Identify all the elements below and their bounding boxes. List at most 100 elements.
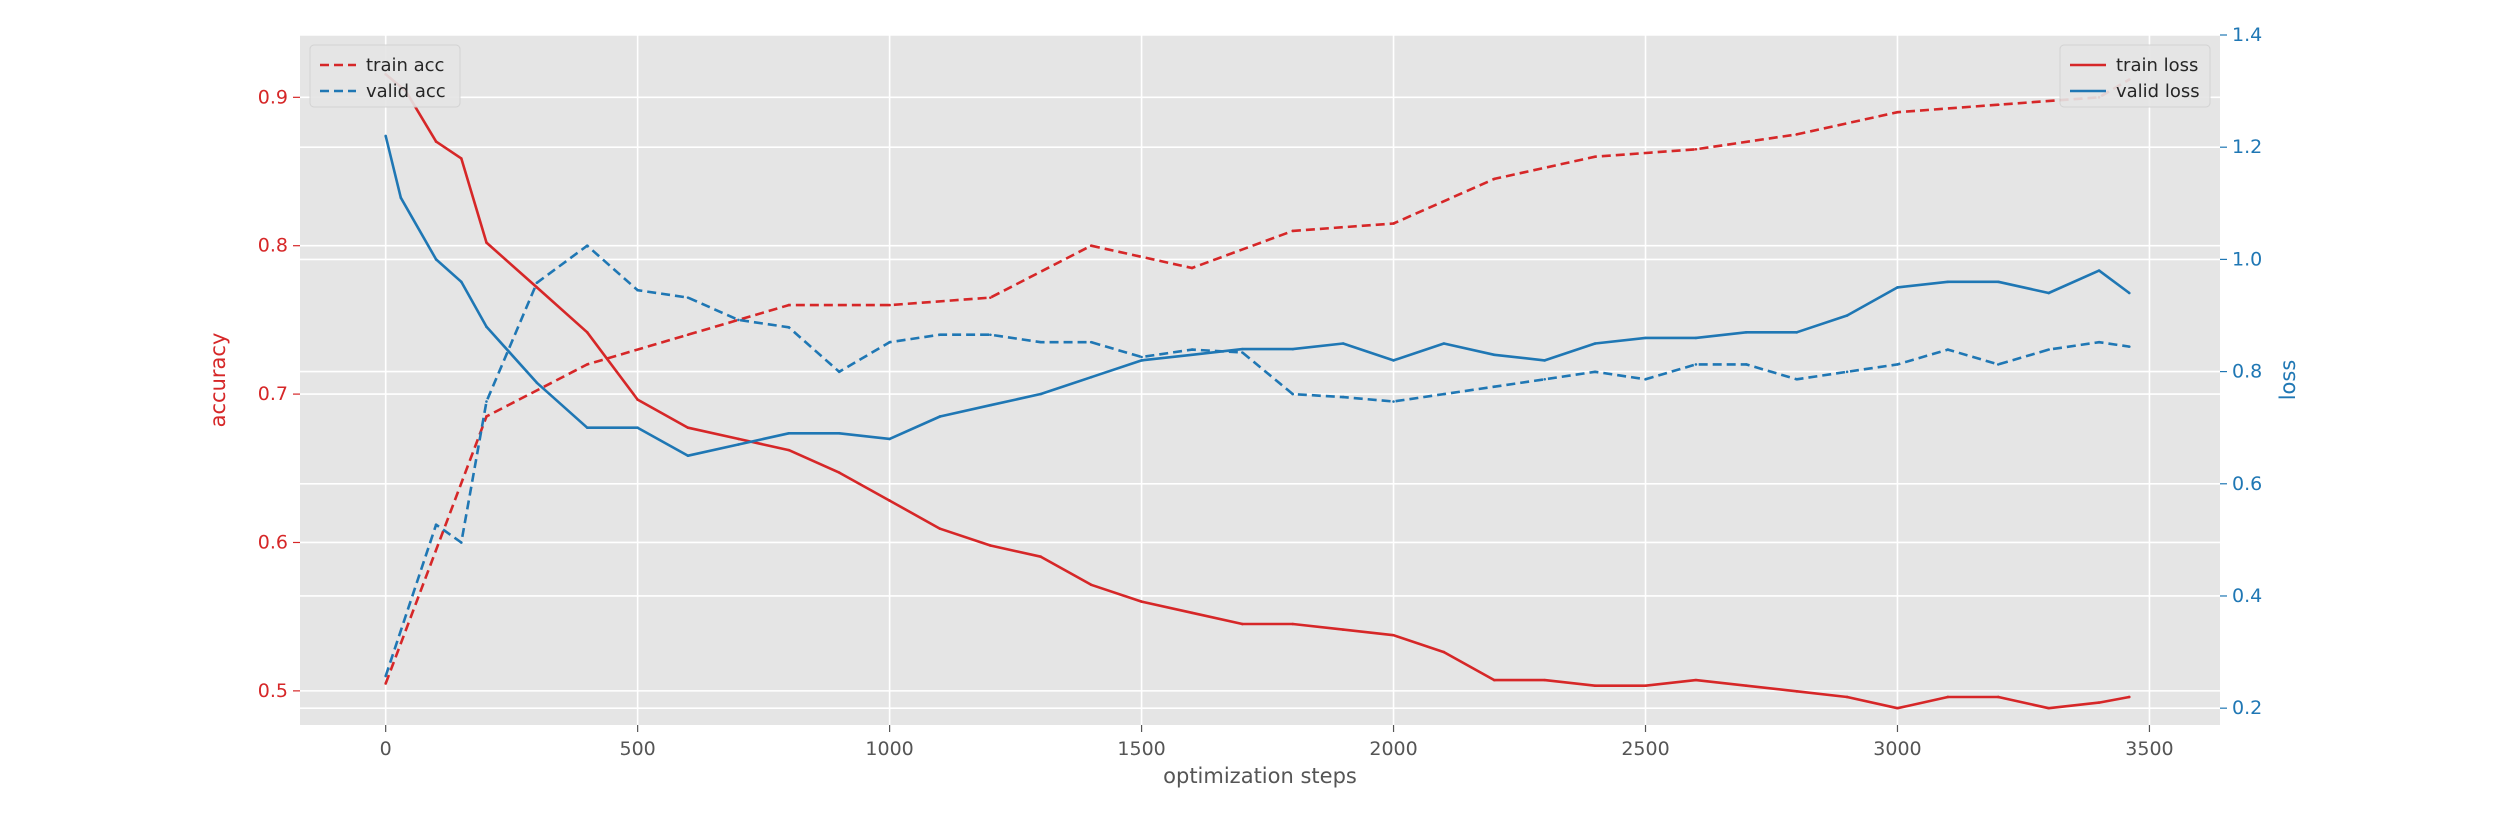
data-point-train-loss	[1442, 650, 1446, 654]
y-right-tick-label: 1.4	[2232, 24, 2262, 46]
series-line-train-loss	[384, 73, 2130, 710]
data-point-valid-acc	[2097, 340, 2101, 344]
data-point-valid-loss	[1543, 359, 1547, 362]
data-point-valid-loss	[384, 134, 387, 138]
data-point-valid-loss	[535, 381, 539, 385]
x-tick-label: 0	[380, 738, 392, 760]
data-point-valid-acc	[585, 244, 589, 248]
data-point-valid-loss	[1190, 353, 1194, 357]
y-axis-left-label: accuracy	[206, 333, 230, 428]
data-point-train-acc	[989, 296, 992, 299]
data-point-train-loss	[938, 527, 942, 530]
data-point-train-loss	[737, 437, 740, 441]
data-point-valid-loss	[1744, 331, 1748, 334]
data-point-valid-loss	[888, 437, 891, 441]
data-point-train-loss	[2047, 706, 2050, 710]
data-point-valid-acc	[2127, 345, 2131, 348]
data-point-train-loss	[1644, 684, 1647, 688]
data-point-valid-acc	[1694, 363, 1698, 366]
legend-label-valid-loss: valid loss	[2116, 81, 2200, 102]
data-point-train-loss	[1996, 695, 2000, 699]
legend-label-train-acc: train acc	[366, 55, 444, 76]
data-point-valid-loss	[1593, 342, 1597, 345]
data-point-valid-loss	[1442, 342, 1446, 345]
data-point-train-acc	[1089, 244, 1093, 248]
legend-box	[309, 44, 461, 108]
data-point-valid-acc	[686, 296, 690, 299]
data-point-valid-acc	[1946, 348, 1950, 351]
data-point-valid-loss	[1140, 359, 1143, 362]
data-point-valid-loss	[2127, 291, 2131, 295]
data-point-train-loss	[1291, 622, 1295, 626]
data-point-valid-acc	[1140, 355, 1143, 359]
data-point-valid-acc	[459, 541, 463, 544]
data-point-valid-acc	[1996, 363, 2000, 366]
data-point-valid-acc	[737, 318, 740, 322]
data-point-valid-acc	[938, 333, 942, 337]
data-point-valid-acc	[384, 674, 387, 678]
y-left-tick-label: 0.7	[258, 383, 288, 405]
data-point-valid-loss	[1291, 347, 1295, 351]
data-point-valid-loss	[1089, 375, 1093, 379]
data-point-train-loss	[485, 241, 488, 244]
data-point-valid-loss	[2047, 291, 2050, 295]
plot-area	[300, 35, 2220, 725]
data-point-valid-acc	[1845, 370, 1849, 374]
data-point-train-loss	[989, 544, 992, 547]
data-point-train-loss	[636, 398, 639, 401]
data-point-train-acc	[485, 415, 488, 418]
data-point-valid-acc	[1896, 363, 1899, 366]
data-point-valid-acc	[1442, 392, 1446, 396]
data-point-valid-loss	[434, 258, 438, 261]
data-point-train-acc	[1795, 133, 1798, 136]
data-point-valid-loss	[1341, 342, 1345, 345]
data-point-valid-loss	[1795, 331, 1798, 334]
data-point-train-loss	[535, 286, 539, 289]
legend-label-train-loss: train loss	[2116, 55, 2198, 76]
legend-label-valid-acc: valid acc	[366, 81, 446, 102]
data-point-train-loss	[585, 331, 589, 334]
data-point-valid-loss	[686, 454, 690, 458]
data-point-train-acc	[1896, 110, 1899, 114]
data-point-valid-acc	[636, 288, 639, 292]
data-point-valid-loss	[1694, 336, 1698, 340]
data-point-train-loss	[787, 448, 791, 452]
data-point-valid-acc	[1241, 351, 1244, 354]
y-left-tick-label: 0.8	[258, 235, 288, 257]
data-point-train-loss	[888, 499, 891, 502]
data-point-train-loss	[1140, 600, 1143, 603]
data-point-valid-loss	[1392, 359, 1395, 362]
data-point-valid-loss	[938, 415, 942, 418]
data-point-valid-acc	[1744, 363, 1748, 366]
data-point-train-loss	[1089, 583, 1093, 587]
data-point-train-loss	[1241, 622, 1244, 626]
data-point-valid-loss	[1493, 353, 1496, 357]
data-point-valid-loss	[1241, 347, 1244, 351]
series-line-valid-loss	[384, 135, 2131, 458]
data-point-train-acc	[787, 303, 791, 307]
data-point-valid-acc	[1543, 377, 1547, 381]
y-right-tick-label: 1.2	[2232, 136, 2262, 158]
x-tick-label: 500	[620, 738, 656, 760]
data-point-valid-loss	[787, 431, 791, 435]
data-point-train-acc	[585, 363, 589, 366]
data-point-train-loss	[1190, 611, 1194, 615]
data-point-valid-acc	[1593, 370, 1597, 374]
data-point-train-acc	[1996, 103, 2000, 107]
x-tick-label: 1000	[865, 738, 913, 760]
data-point-valid-acc	[434, 523, 438, 526]
data-point-valid-acc	[1291, 392, 1295, 396]
data-point-train-loss	[1845, 695, 1849, 699]
data-point-train-loss	[1795, 690, 1798, 693]
data-point-train-loss	[459, 157, 463, 160]
data-point-train-loss	[686, 426, 690, 429]
data-point-train-acc	[1694, 147, 1698, 151]
data-point-train-loss	[434, 140, 438, 143]
data-point-train-loss	[1543, 678, 1547, 682]
data-point-valid-acc	[485, 400, 488, 403]
legend-left: train acc valid acc	[309, 44, 461, 108]
data-point-valid-loss	[989, 403, 992, 407]
x-axis-label: optimization steps	[1163, 764, 1357, 788]
x-tick-label: 3500	[2125, 738, 2173, 760]
